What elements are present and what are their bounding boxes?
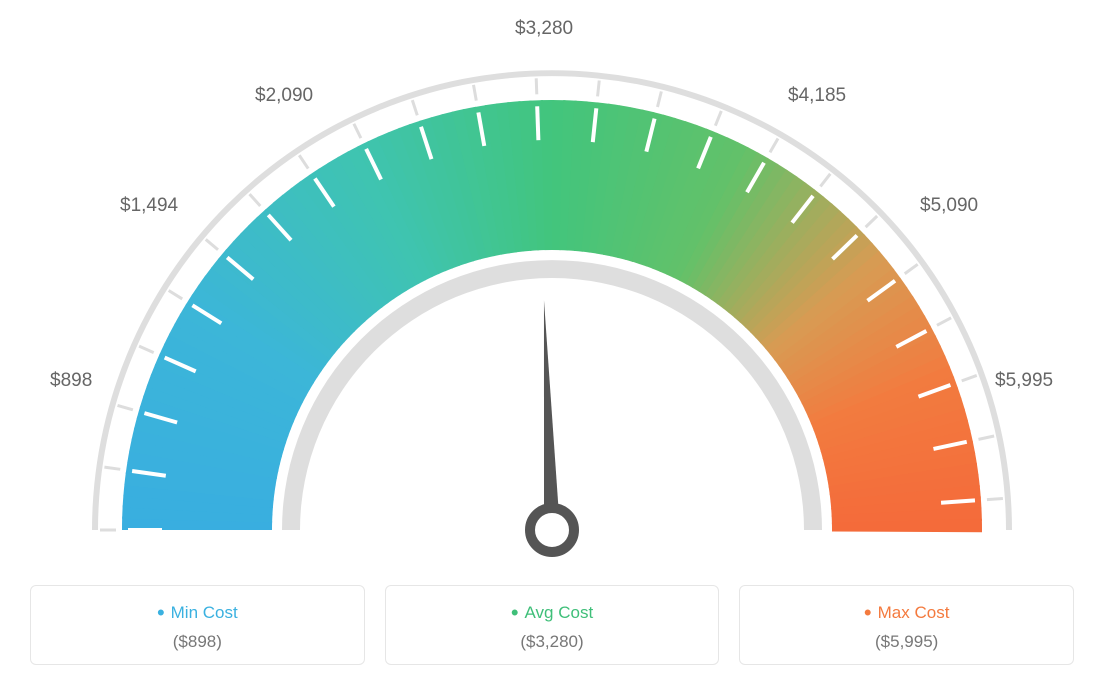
tick-outer [412,100,417,115]
legend-max-card: Max Cost ($5,995) [739,585,1074,665]
tick-outer [118,405,133,409]
legend-avg-label: Avg Cost [396,600,709,626]
tick-outer [354,124,361,138]
legend-avg-card: Avg Cost ($3,280) [385,585,720,665]
needle [544,300,560,530]
needle-hub [530,508,574,552]
scale-label-5: $5,090 [920,195,978,217]
tick-outer [962,375,977,380]
scale-label-4: $4,185 [788,85,846,107]
tick-outer [905,264,918,273]
tick-outer [598,80,600,96]
scale-label-0: $898 [50,370,92,392]
legend-max-value: ($5,995) [750,632,1063,652]
tick-outer [536,78,537,94]
tick-outer [937,318,951,326]
legend-min-value: ($898) [41,632,354,652]
legend-min-card: Min Cost ($898) [30,585,365,665]
tick-outer [250,194,261,206]
tick-outer [657,91,661,107]
cost-gauge-chart: $898 $1,494 $2,090 $3,280 $4,185 $5,090 $5,995… [0,0,1104,690]
legend-min-label: Min Cost [41,600,354,626]
legend-avg-value: ($3,280) [396,632,709,652]
tick-inner [537,106,538,140]
tick-outer [820,174,830,187]
legend-row: Min Cost ($898) Avg Cost ($3,280) Max Co… [30,585,1074,665]
gauge-area: $898 $1,494 $2,090 $3,280 $4,185 $5,090 $5,995 [0,0,1104,570]
scale-label-6: $5,995 [995,370,1053,392]
legend-max-label: Max Cost [750,600,1063,626]
tick-outer [770,139,778,153]
tick-outer [978,436,994,439]
gauge-svg [0,0,1104,570]
tick-outer [299,155,308,168]
tick-outer [104,467,120,469]
scale-label-2: $2,090 [255,85,313,107]
scale-label-1: $1,494 [120,195,178,217]
tick-outer [987,498,1003,499]
tick-outer [206,239,218,249]
tick-outer [139,346,154,353]
tick-outer [715,111,721,126]
tick-outer [474,85,477,101]
tick-outer [866,216,878,227]
scale-label-3: $3,280 [515,18,573,40]
tick-outer [169,290,183,298]
tick-inner [941,500,975,502]
